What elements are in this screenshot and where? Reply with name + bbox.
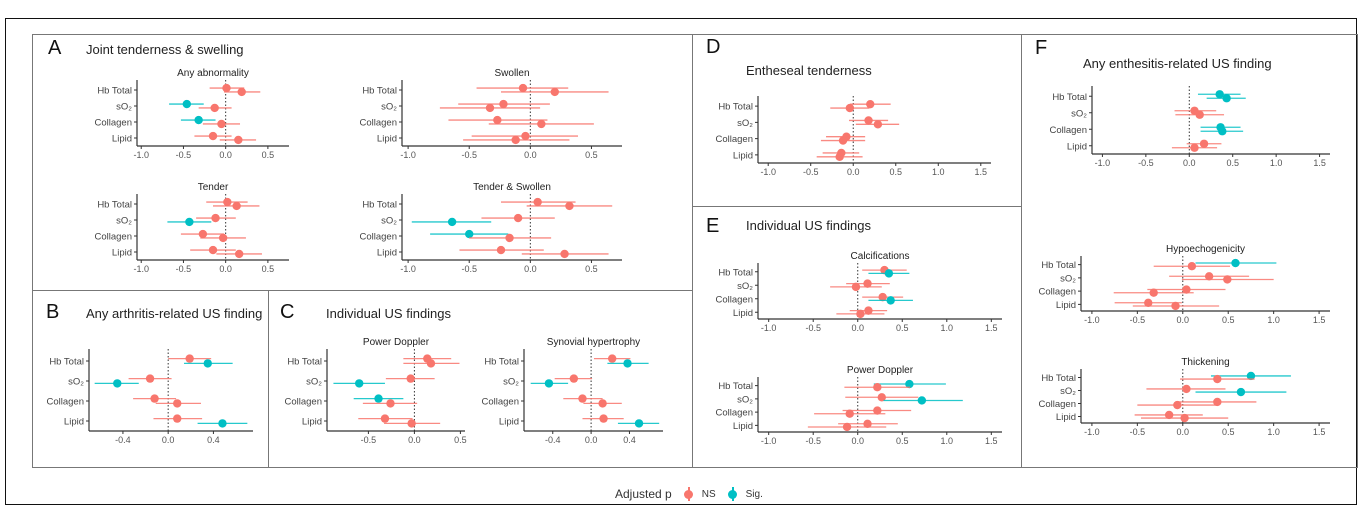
panel-letter-a: A bbox=[48, 37, 62, 59]
legend-key-sig bbox=[726, 487, 740, 501]
legend-item-sig: Sig. bbox=[726, 487, 763, 501]
panel-a bbox=[32, 34, 693, 291]
panel-letter-d: D bbox=[706, 36, 721, 58]
panel-title-d: Entheseal tenderness bbox=[746, 63, 872, 78]
panel-title-a: Joint tenderness & swelling bbox=[86, 42, 244, 57]
legend-key-ns bbox=[682, 487, 696, 501]
panel-f bbox=[1021, 34, 1358, 468]
panel-letter-b: B bbox=[46, 301, 60, 323]
panel-title-e: Individual US findings bbox=[746, 218, 872, 233]
legend-item-ns: NS bbox=[682, 487, 716, 501]
panel-d bbox=[692, 34, 1022, 207]
figure-frame bbox=[5, 18, 1357, 505]
panel-title-b: Any arthritis-related US finding bbox=[86, 306, 263, 321]
legend-title: Adjusted p bbox=[615, 487, 672, 501]
panel-letter-f: F bbox=[1035, 37, 1048, 59]
panel-letter-e: E bbox=[706, 215, 720, 237]
legend: Adjusted p NS Sig. bbox=[615, 487, 773, 501]
legend-label-sig: Sig. bbox=[745, 488, 763, 500]
legend-label-ns: NS bbox=[701, 488, 716, 500]
panel-e bbox=[692, 206, 1022, 468]
panel-title-f: Any enthesitis-related US finding bbox=[1083, 56, 1272, 71]
panel-title-c: Individual US findings bbox=[326, 306, 452, 321]
panel-letter-c: C bbox=[280, 301, 295, 323]
